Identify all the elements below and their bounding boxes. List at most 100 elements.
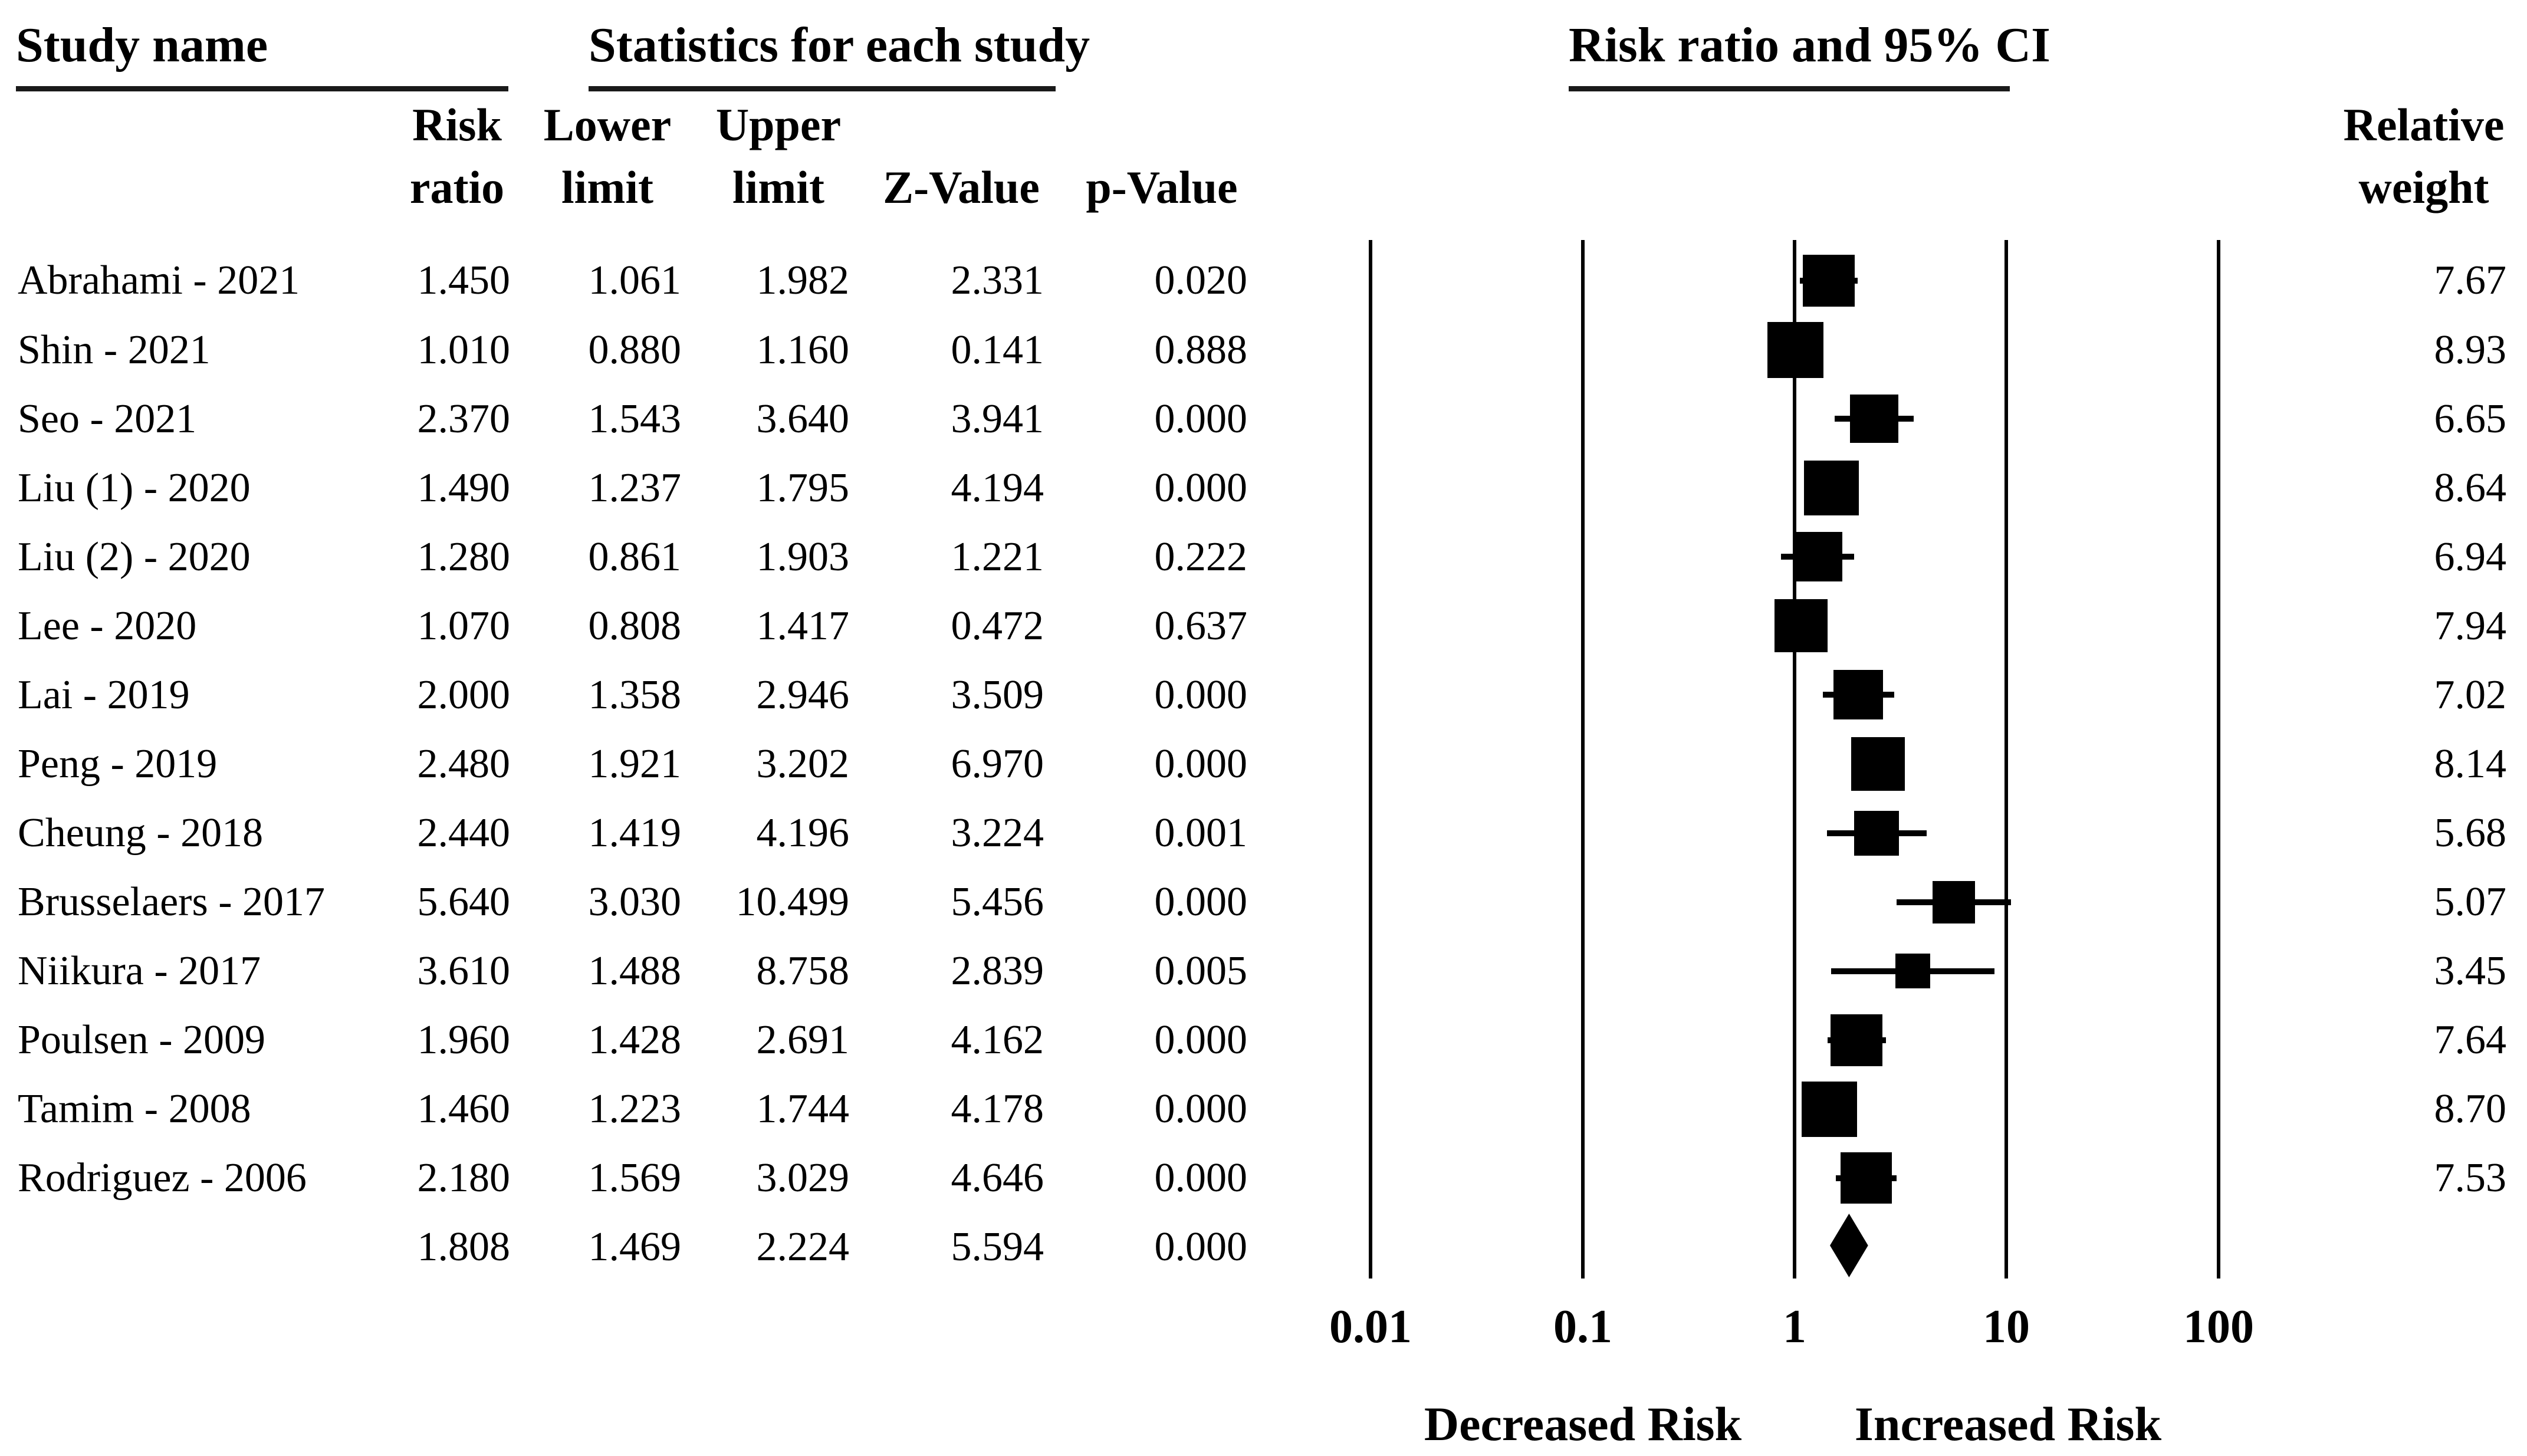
relative-weight: 7.67 xyxy=(2434,258,2507,303)
study-name: Abrahami - 2021 xyxy=(18,258,300,303)
effect-square xyxy=(1802,1082,1857,1137)
stat-risk-ratio: 2.180 xyxy=(417,1155,511,1201)
study-name: Niikura - 2017 xyxy=(18,948,261,994)
effect-square xyxy=(1841,1152,1892,1204)
stat-upper-limit: 8.758 xyxy=(756,948,850,994)
statistics-header: Statistics for each study xyxy=(589,18,1090,73)
effect-square xyxy=(1854,811,1899,856)
stat-z-value: 2.839 xyxy=(951,948,1044,994)
summary-upper-limit: 2.224 xyxy=(756,1224,850,1270)
axis-line-0.1 xyxy=(1581,240,1585,1278)
stat-lower-limit: 1.543 xyxy=(588,396,682,442)
stat-z-value: 0.141 xyxy=(951,327,1044,373)
effect-square xyxy=(1804,461,1859,515)
relative-weight: 7.64 xyxy=(2434,1017,2507,1063)
effect-square xyxy=(1831,1014,1882,1066)
stat-z-value: 3.224 xyxy=(951,810,1044,856)
study-name: Shin - 2021 xyxy=(18,327,211,373)
stat-upper-limit: 1.744 xyxy=(756,1086,850,1132)
stat-lower-limit: 1.488 xyxy=(588,948,682,994)
effect-square xyxy=(1933,881,1975,923)
col-relative-weight-line2: weight xyxy=(2358,162,2489,213)
stat-upper-limit: 2.946 xyxy=(756,672,850,718)
tick-label-0.1: 0.1 xyxy=(1553,1301,1612,1353)
stat-risk-ratio: 2.480 xyxy=(417,741,511,787)
stat-p-value: 0.637 xyxy=(1154,603,1248,649)
stat-z-value: 3.941 xyxy=(951,396,1044,442)
study-name: Cheung - 2018 xyxy=(18,810,264,856)
stat-upper-limit: 2.691 xyxy=(756,1017,850,1063)
tick-label-0.01: 0.01 xyxy=(1329,1301,1412,1353)
stat-risk-ratio: 2.440 xyxy=(417,810,511,856)
decreased-risk-label: Decreased Risk xyxy=(1424,1397,1742,1451)
effect-square xyxy=(1850,395,1898,443)
stat-z-value: 5.456 xyxy=(951,879,1044,925)
stat-lower-limit: 1.061 xyxy=(588,258,682,303)
stat-risk-ratio: 5.640 xyxy=(417,879,511,925)
stat-lower-limit: 1.237 xyxy=(588,465,682,511)
stat-lower-limit: 1.419 xyxy=(588,810,682,856)
effect-square xyxy=(1775,599,1828,652)
stat-lower-limit: 1.921 xyxy=(588,741,682,787)
col-risk-ratio-line2: ratio xyxy=(409,162,505,213)
stat-p-value: 0.000 xyxy=(1154,465,1248,511)
summary-lower-limit: 1.469 xyxy=(588,1224,682,1270)
relative-weight: 8.64 xyxy=(2434,465,2507,511)
study-name-underline xyxy=(16,86,508,91)
stat-z-value: 1.221 xyxy=(951,534,1044,580)
stat-z-value: 0.472 xyxy=(951,603,1044,649)
stat-p-value: 0.000 xyxy=(1154,1017,1248,1063)
stat-p-value: 0.000 xyxy=(1154,396,1248,442)
tick-label-100: 100 xyxy=(2183,1301,2254,1353)
col-upper-limit-line2: limit xyxy=(732,162,824,213)
increased-risk-label: Increased Risk xyxy=(1854,1397,2162,1451)
stat-p-value: 0.000 xyxy=(1154,741,1248,787)
stat-z-value: 2.331 xyxy=(951,258,1044,303)
effect-square xyxy=(1833,670,1883,719)
stat-lower-limit: 0.880 xyxy=(588,327,682,373)
stat-z-value: 4.194 xyxy=(951,465,1044,511)
stat-upper-limit: 1.417 xyxy=(756,603,850,649)
stat-risk-ratio: 2.370 xyxy=(417,396,511,442)
relative-weight: 7.53 xyxy=(2434,1155,2507,1201)
relative-weight: 8.14 xyxy=(2434,741,2507,787)
study-name: Liu (2) - 2020 xyxy=(18,534,251,580)
axis-line-0.01 xyxy=(1369,240,1372,1278)
stat-upper-limit: 1.903 xyxy=(756,534,850,580)
study-name: Poulsen - 2009 xyxy=(18,1017,265,1063)
summary-diamond-shape xyxy=(1830,1214,1868,1277)
relative-weight: 7.94 xyxy=(2434,603,2507,649)
study-name: Peng - 2019 xyxy=(18,741,218,787)
stat-risk-ratio: 1.070 xyxy=(417,603,511,649)
col-relative-weight-line1: Relative xyxy=(2343,99,2505,150)
effect-square xyxy=(1803,255,1855,307)
effect-square xyxy=(1793,532,1842,581)
stat-z-value: 4.646 xyxy=(951,1155,1044,1201)
study-name: Liu (1) - 2020 xyxy=(18,465,251,511)
effect-square xyxy=(1851,737,1905,791)
stat-upper-limit: 4.196 xyxy=(756,810,850,856)
stat-risk-ratio: 3.610 xyxy=(417,948,511,994)
plot-header: Risk ratio and 95% CI xyxy=(1569,18,2050,73)
axis-line-100 xyxy=(2217,240,2220,1278)
stat-p-value: 0.222 xyxy=(1154,534,1248,580)
summary-risk-ratio: 1.808 xyxy=(417,1224,511,1270)
study-name: Brusselaers - 2017 xyxy=(18,879,326,925)
stat-risk-ratio: 1.490 xyxy=(417,465,511,511)
stat-lower-limit: 1.428 xyxy=(588,1017,682,1063)
stat-lower-limit: 1.358 xyxy=(588,672,682,718)
col-p-value: p-Value xyxy=(1086,162,1238,213)
stat-risk-ratio: 2.000 xyxy=(417,672,511,718)
relative-weight: 6.65 xyxy=(2434,396,2507,442)
axis-line-10 xyxy=(2004,240,2008,1278)
col-lower-limit-line2: limit xyxy=(561,162,653,213)
relative-weight: 8.70 xyxy=(2434,1086,2507,1132)
summary-z-value: 5.594 xyxy=(951,1224,1044,1270)
effect-square xyxy=(1767,322,1823,378)
stat-risk-ratio: 1.960 xyxy=(417,1017,511,1063)
stat-p-value: 0.000 xyxy=(1154,879,1248,925)
stat-risk-ratio: 1.010 xyxy=(417,327,511,373)
stat-risk-ratio: 1.450 xyxy=(417,258,511,303)
relative-weight: 3.45 xyxy=(2434,948,2507,994)
stat-upper-limit: 1.982 xyxy=(756,258,850,303)
